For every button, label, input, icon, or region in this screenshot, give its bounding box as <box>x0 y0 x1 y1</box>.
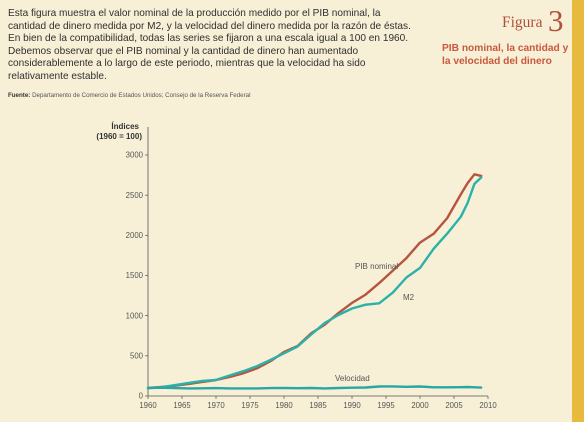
x-tick-label: 1990 <box>343 401 361 410</box>
y-axis-title: Índices <box>111 122 139 131</box>
source-text: Departamento de Comercio de Estados Unid… <box>32 92 251 99</box>
series-label-pib-nominal: PIB nominal <box>355 262 398 271</box>
series-line-pib-nominal <box>146 173 483 390</box>
y-tick-label: 1000 <box>126 311 144 320</box>
y-tick-label: 500 <box>130 351 144 360</box>
y-tick-label: 2500 <box>126 191 144 200</box>
figure-label: Figura <box>502 14 543 31</box>
x-tick-label: 1960 <box>139 401 157 410</box>
figure-description: Esta figura muestra el valor nominal de … <box>8 8 411 82</box>
x-tick-label: 2010 <box>479 401 497 410</box>
source-label: Fuente: <box>8 92 31 99</box>
x-tick-label: 1970 <box>207 401 225 410</box>
x-tick-label: 1995 <box>377 401 395 410</box>
y-axis-subtitle: (1960 = 100) <box>96 132 142 141</box>
x-tick-label: 1985 <box>309 401 327 410</box>
figure-source: Fuente: Departamento de Comercio de Esta… <box>8 92 428 99</box>
series-line-m2 <box>146 176 483 390</box>
x-tick-label: 2000 <box>411 401 429 410</box>
y-tick-label: 0 <box>139 392 144 401</box>
x-tick-label: 1965 <box>173 401 191 410</box>
side-stripe <box>572 0 584 422</box>
figure-title: PIB nominal, la cantidad y la velocidad … <box>442 43 569 67</box>
series-label-velocidad: Velocidad <box>335 374 370 383</box>
y-tick-label: 1500 <box>126 271 144 280</box>
chart-axes: 0 500 1000 1500 2000 2500 3000 1960 1965 1970 1975… <box>96 122 497 410</box>
x-tick-label: 1975 <box>241 401 259 410</box>
chart-labels: PIB nominal M2 Velocidad <box>335 262 415 383</box>
x-tick-label: 2005 <box>445 401 463 410</box>
chart-series <box>146 173 483 390</box>
series-label-m2: M2 <box>403 293 415 302</box>
y-tick-label: 2000 <box>126 231 144 240</box>
figure-number: 3 <box>548 3 564 38</box>
x-tick-label: 1980 <box>275 401 293 410</box>
y-tick-label: 3000 <box>126 151 144 160</box>
series-line-velocidad <box>146 385 483 390</box>
